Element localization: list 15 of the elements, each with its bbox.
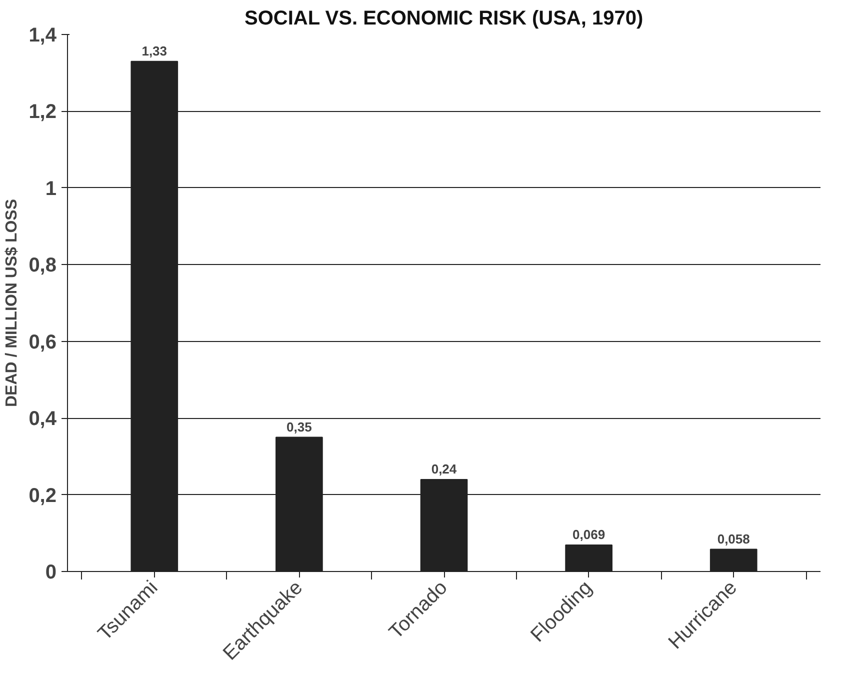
data-label: 0,069 bbox=[572, 527, 606, 542]
data-label: 0,24 bbox=[431, 461, 458, 476]
y-tick-label: 0 bbox=[45, 562, 56, 584]
y-tick-label: 1 bbox=[45, 178, 56, 200]
data-label: 0,35 bbox=[286, 419, 312, 434]
y-axis-title: DEAD / MILLION US$ LOSS bbox=[4, 198, 21, 408]
y-tick-label: 0,2 bbox=[28, 484, 57, 507]
y-tick-label: 1,4 bbox=[28, 24, 58, 46]
y-tick-label: 1,2 bbox=[28, 101, 57, 124]
chart-title: SOCIAL VS. ECONOMIC RISK (USA, 1970) bbox=[244, 8, 644, 30]
y-tick-label: 0,4 bbox=[28, 408, 58, 430]
y-tick-label: 0,6 bbox=[28, 331, 57, 354]
data-label: 0,058 bbox=[717, 531, 750, 546]
y-tick-label: 0,8 bbox=[28, 254, 57, 277]
data-label: 1,33 bbox=[142, 43, 168, 58]
